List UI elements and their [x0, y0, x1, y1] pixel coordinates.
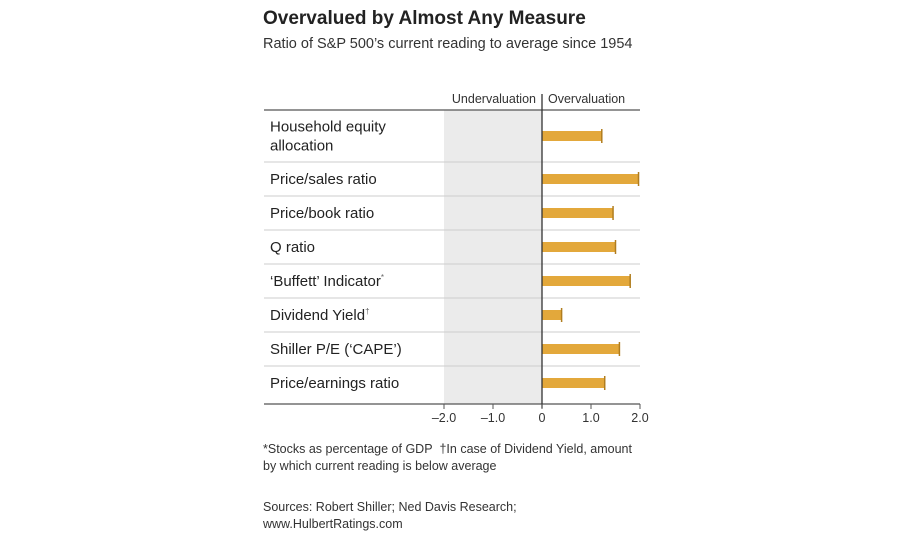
- category-label: ‘Buffett’ Indicator*: [270, 273, 384, 290]
- undervaluation-label: Undervaluation: [452, 92, 536, 106]
- chart-title: Overvalued by Almost Any Measure: [263, 8, 586, 29]
- x-tick-label: 1.0: [582, 411, 599, 425]
- x-tick-label: –1.0: [481, 411, 505, 425]
- category-label: Q ratio: [270, 239, 315, 256]
- category-label: allocation: [270, 138, 333, 155]
- chart-subtitle: Ratio of S&P 500’s current reading to av…: [263, 36, 633, 52]
- sources-note: Sources: Robert Shiller; Ned Davis Resea…: [263, 500, 517, 531]
- bar: [542, 174, 639, 184]
- bar: [542, 131, 602, 141]
- footnote-dagger: †In case of Dividend Yield, amount by wh…: [263, 442, 632, 473]
- category-label: Price/earnings ratio: [270, 375, 399, 392]
- category-label: Price/sales ratio: [270, 171, 377, 188]
- x-tick-label: –2.0: [432, 411, 456, 425]
- category-label: Shiller P/E (‘CAPE’): [270, 341, 402, 358]
- category-label: Dividend Yield†: [270, 307, 370, 324]
- x-tick-label: 0: [539, 411, 546, 425]
- bar-chart: Undervaluation Overvaluation Household equ…: [264, 92, 649, 425]
- bar: [542, 242, 616, 252]
- overvaluation-label: Overvaluation: [548, 92, 625, 106]
- category-label: Household equity: [270, 119, 386, 136]
- bar: [542, 310, 562, 320]
- undervaluation-region: [444, 110, 542, 404]
- bar: [542, 344, 620, 354]
- bar: [542, 208, 614, 218]
- category-label: Price/book ratio: [270, 205, 374, 222]
- x-tick-label: 2.0: [631, 411, 648, 425]
- footnote-star: *Stocks as percentage of GDP: [263, 442, 433, 456]
- bar: [542, 378, 605, 388]
- bar: [542, 276, 631, 286]
- footnote: *Stocks as percentage of GDP †In case of…: [263, 441, 643, 475]
